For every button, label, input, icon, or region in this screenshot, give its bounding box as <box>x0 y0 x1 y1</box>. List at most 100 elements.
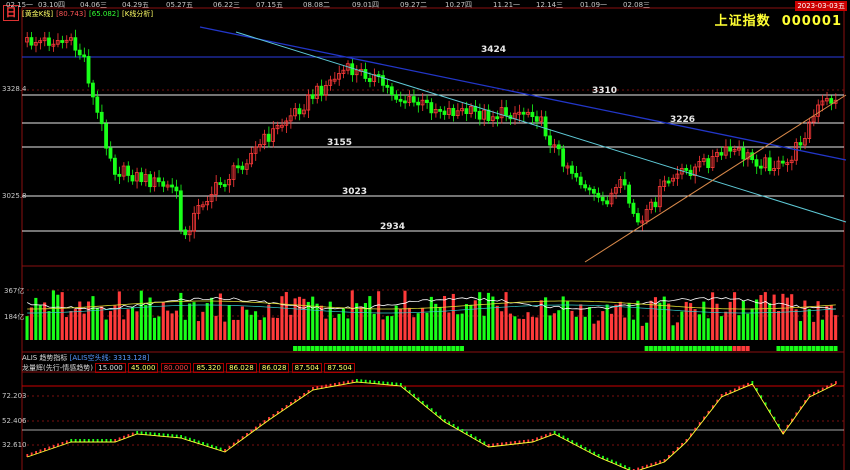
y-label-main-high: 3328.4 <box>2 85 27 93</box>
volume-bar <box>293 298 297 340</box>
volume-bar <box>601 311 605 340</box>
indicator-dot <box>549 432 552 436</box>
candle-body <box>104 123 108 149</box>
volume-bar <box>737 315 741 340</box>
candle-body <box>183 229 188 236</box>
alis-name[interactable]: ALIS 趋势指标 <box>22 354 68 362</box>
indicator-dot <box>457 426 459 430</box>
indicator-dot <box>782 431 785 434</box>
volume-bar <box>451 293 455 340</box>
indicator-dot <box>610 459 613 463</box>
indicator-dot <box>606 457 609 461</box>
volume-bar <box>755 299 759 340</box>
date-label: 03.10四 <box>38 1 66 9</box>
indicator-dot <box>527 439 530 443</box>
date-label: 06.22三 <box>213 1 241 9</box>
candle-body <box>236 165 240 169</box>
volume-bar <box>750 308 754 340</box>
candle-body <box>684 168 689 171</box>
candle-body <box>328 79 333 86</box>
volume-bar <box>438 307 442 340</box>
volume-bar <box>759 295 763 340</box>
signal-strip <box>455 346 460 351</box>
volume-bar <box>658 302 662 340</box>
signal-strip <box>385 346 390 351</box>
indicator-dot <box>171 434 174 438</box>
candle-body <box>73 37 78 51</box>
legend-analysis[interactable]: [K线分析] <box>122 10 154 18</box>
indicator-dot <box>777 423 780 427</box>
candle-body <box>315 85 319 99</box>
daily-period-icon[interactable]: 日 <box>3 5 19 21</box>
indicator-dot <box>505 442 508 445</box>
volume-bar <box>214 315 218 340</box>
candle-body <box>117 173 122 177</box>
indicator-dot <box>729 390 732 394</box>
candle-body <box>95 96 100 113</box>
indicator-dot <box>681 443 683 446</box>
indicator-dot <box>377 381 380 384</box>
volume-bar <box>126 309 130 340</box>
y-label-ind-1: 72.203 <box>2 392 27 400</box>
indicator-dot <box>711 405 714 409</box>
volume-bar <box>508 313 512 340</box>
volume-bar <box>51 290 55 340</box>
indicator-dot <box>703 416 705 420</box>
date-label: 11.21一 <box>493 1 521 9</box>
signal-strip <box>407 346 412 351</box>
signal-strip <box>745 346 750 351</box>
volume-bar <box>135 311 139 340</box>
candle-body <box>574 173 579 178</box>
main-panel-border <box>21 7 845 267</box>
indicator-dot <box>281 408 284 411</box>
indicator-value-6: 86.028 <box>258 363 290 373</box>
signal-strip <box>776 346 781 351</box>
indicator-value-5: 86.028 <box>226 363 257 373</box>
candle-body <box>403 100 407 104</box>
indicator-dot <box>751 381 754 384</box>
volume-bar <box>47 311 51 340</box>
y-label-main-low: 3025.8 <box>2 192 27 200</box>
indicator-dot <box>544 434 547 438</box>
volume-bar <box>201 311 205 340</box>
indicator-dot <box>162 433 165 437</box>
indicator-name[interactable]: 龙量辉(先行-情感趋势) <box>22 364 93 372</box>
candle-body <box>556 144 561 150</box>
volume-bar <box>596 320 600 340</box>
signal-strip <box>741 346 746 351</box>
volume-bar <box>447 312 451 340</box>
indicator-dot <box>725 392 727 396</box>
signal-strip <box>337 346 341 351</box>
candle-body <box>565 165 570 169</box>
volume-bar <box>645 322 649 340</box>
volume-bar <box>566 301 570 340</box>
volume-bar <box>693 309 697 340</box>
volume-bar <box>324 318 328 340</box>
indicator-dot <box>360 379 363 383</box>
candle-body <box>627 184 631 204</box>
indicator-dot <box>158 433 161 436</box>
candle-body <box>174 186 179 192</box>
candle-body <box>693 166 697 177</box>
volume-bar <box>60 292 64 340</box>
indicator-dot <box>835 381 837 385</box>
signal-strip <box>310 346 315 351</box>
volume-bar <box>412 317 416 340</box>
signal-strip <box>446 346 451 351</box>
indicator-dot <box>219 447 222 451</box>
volume-bar <box>25 316 29 340</box>
indicator-dot <box>426 404 429 408</box>
volume-bar <box>87 301 91 340</box>
candle-body <box>490 116 495 121</box>
candle-body <box>284 120 289 126</box>
volume-bar <box>161 302 165 340</box>
indicator-dot <box>531 439 534 442</box>
volume-bar <box>227 305 231 340</box>
legend-indicator-name[interactable]: [黄金K线] <box>22 10 54 18</box>
indicator-dot <box>320 385 323 389</box>
volume-bar <box>675 322 679 340</box>
volume-bar <box>302 298 306 340</box>
signal-strip <box>657 346 662 351</box>
volume-bar <box>179 292 183 340</box>
